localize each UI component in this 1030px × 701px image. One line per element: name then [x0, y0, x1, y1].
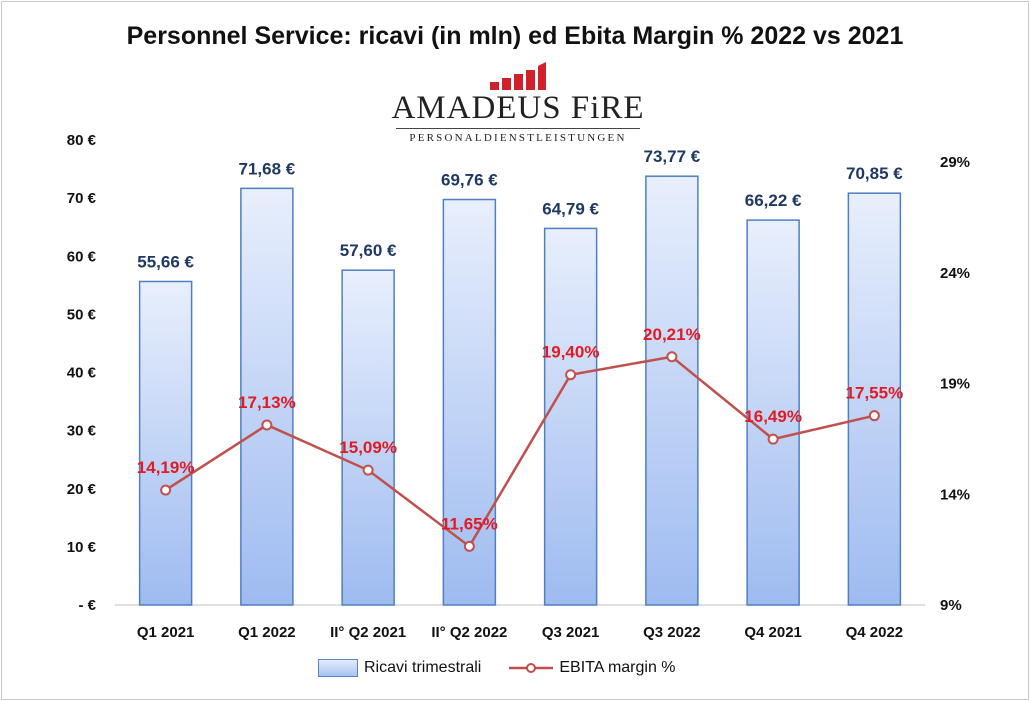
x-tick-label: Q1 2022 [238, 624, 296, 641]
y-right-tick-label: 24% [940, 265, 970, 282]
margin-point [868, 410, 880, 422]
bar-data-label: 70,85 € [846, 164, 903, 183]
bar-data-label: 57,60 € [340, 241, 397, 260]
margin-point [565, 369, 577, 381]
logo-rule [396, 128, 640, 129]
margin-data-label: 15,09% [339, 438, 397, 457]
legend-item-bars: Ricavi trimestrali [318, 659, 481, 677]
line-series [160, 351, 880, 552]
margin-point [261, 419, 273, 431]
company-logo: AMADEUS FiRE PERSONALDIENSTLEISTUNGEN [388, 62, 648, 154]
x-tick-label: Q1 2021 [137, 624, 195, 641]
x-tick-label: Q4 2022 [846, 624, 904, 641]
margin-point [767, 433, 779, 445]
data-labels: 55,66 € 71,68 € 57,60 € 69,76 € 64,79 € 73,77… [137, 147, 903, 533]
y-right-tick-label: 29% [940, 154, 970, 171]
axes: - € 10 € 20 € 30 € 40 € 50 € 60 € 70 € 80 € 9% 14%… [67, 132, 970, 641]
legend-label-line: EBITA margin % [559, 659, 676, 676]
bar [341, 269, 395, 606]
legend-item-line: EBITA margin % [509, 659, 676, 677]
margin-line [164, 355, 875, 549]
y-left-tick-label: 50 € [67, 306, 97, 323]
y-right-tick-label: 19% [940, 376, 970, 393]
margin-data-label: 16,49% [744, 407, 802, 426]
margin-data-label: 11,65% [441, 514, 498, 533]
logo-name: AMADEUS FiRE [391, 90, 645, 126]
y-left-tick-label: 20 € [67, 481, 97, 498]
margin-data-label: 20,21% [643, 325, 701, 344]
y-left-tick-label: - € [78, 597, 96, 614]
bar [543, 227, 598, 606]
y-right-tick-label: 14% [940, 486, 970, 503]
bar-data-label: 66,22 € [745, 191, 802, 210]
margin-point [160, 484, 172, 496]
bar-series [138, 175, 902, 606]
bar [442, 198, 497, 606]
x-tick-label: II° Q2 2022 [431, 624, 507, 641]
legend: Ricavi trimestrali EBITA margin % [318, 657, 704, 679]
bar [138, 280, 193, 606]
legend-bar-swatch [318, 659, 358, 677]
bar [746, 219, 800, 606]
y-left-tick-label: 40 € [67, 365, 97, 382]
logo-tagline: PERSONALDIENSTLEISTUNGEN [409, 132, 627, 144]
bar-data-label: 71,68 € [239, 159, 296, 178]
margin-data-label: 17,13% [238, 393, 296, 412]
y-left-tick-label: 70 € [67, 190, 97, 207]
margin-point [666, 351, 678, 363]
bar-data-label: 69,76 € [441, 171, 498, 190]
y-left-tick-label: 80 € [67, 132, 97, 149]
y-right-tick-label: 9% [940, 597, 962, 614]
bar [645, 175, 699, 606]
logo-bars-icon [490, 62, 546, 90]
margin-data-label: 19,40% [542, 343, 600, 362]
margin-point [362, 464, 374, 476]
margin-point [463, 540, 475, 552]
y-left-tick-label: 30 € [67, 423, 97, 440]
x-tick-label: II° Q2 2021 [330, 624, 406, 641]
margin-data-label: 17,55% [846, 384, 904, 403]
legend-line-swatch [509, 663, 554, 673]
bar-data-label: 73,77 € [644, 147, 701, 166]
bar [240, 187, 294, 606]
y-left-tick-label: 10 € [67, 539, 97, 556]
margin-data-label: 14,19% [137, 458, 195, 477]
bar-data-label: 55,66 € [137, 252, 194, 271]
bar-data-label: 64,79 € [542, 199, 599, 218]
x-tick-label: Q3 2022 [643, 624, 701, 641]
bar [847, 192, 902, 606]
x-tick-label: Q4 2021 [744, 624, 802, 641]
chart-title: Personnel Service: ricavi (in mln) ed Eb… [126, 22, 904, 50]
legend-label-bars: Ricavi trimestrali [364, 659, 482, 676]
x-tick-label: Q3 2021 [542, 624, 600, 641]
y-left-tick-label: 60 € [67, 248, 97, 265]
